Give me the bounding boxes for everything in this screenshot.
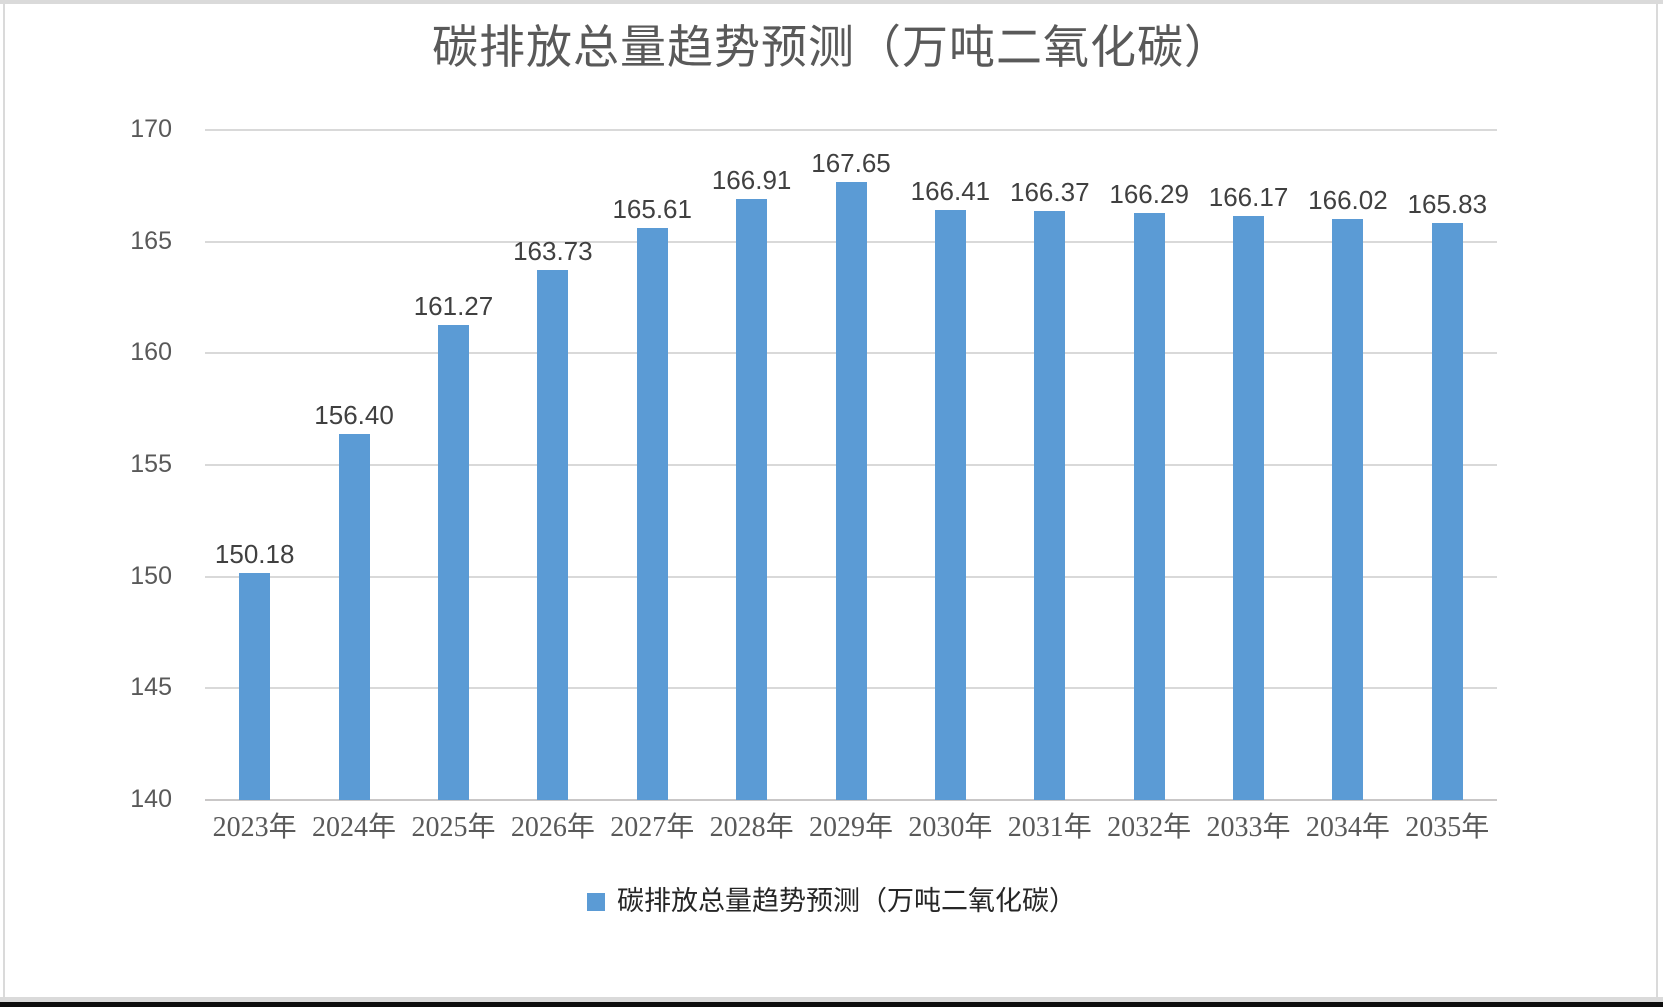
y-axis-tick-label: 165 — [130, 226, 172, 255]
bar — [736, 199, 768, 800]
y-axis-tick-label: 140 — [130, 785, 172, 813]
x-axis-tick-label: 2025年 — [411, 812, 496, 843]
data-label: 163.73 — [513, 236, 593, 267]
bar — [934, 210, 966, 800]
legend-label: 碳排放总量趋势预测（万吨二氧化碳） — [617, 886, 1076, 916]
data-label: 166.02 — [1308, 184, 1388, 215]
x-axis-tick-label: 2023年 — [212, 812, 297, 843]
data-label: 166.41 — [910, 176, 991, 207]
bar — [537, 270, 569, 800]
bar — [1034, 211, 1066, 800]
bar — [835, 182, 867, 800]
x-axis-tick-label: 2024年 — [312, 812, 397, 843]
bar — [1233, 215, 1265, 800]
chart-title: 碳排放总量趋势预测（万吨二氧化碳） — [432, 22, 1231, 73]
bar — [636, 228, 668, 800]
data-label: 161.27 — [413, 290, 494, 321]
x-axis-tick-label: 2032年 — [1107, 812, 1192, 843]
gridline — [205, 129, 1497, 131]
x-axis-tick-label: 2034年 — [1305, 812, 1390, 843]
legend-marker-icon — [587, 892, 605, 911]
bar — [1133, 212, 1165, 800]
data-label: 165.83 — [1407, 189, 1488, 220]
data-label: 165.61 — [612, 194, 692, 225]
x-axis-tick-label: 2029年 — [808, 812, 894, 843]
y-axis-tick-label: 150 — [130, 561, 172, 590]
data-label: 166.17 — [1208, 181, 1289, 212]
plot-area: 140 145 150 155 160 165 170 150.18 2023年 156.40 20… — [130, 117, 1497, 843]
data-label: 167.65 — [811, 148, 891, 179]
data-label: 150.18 — [214, 538, 295, 569]
y-axis-tick-label: 155 — [130, 450, 172, 478]
x-axis-line — [205, 799, 1497, 801]
legend: 碳排放总量趋势预测（万吨二氧化碳） — [0, 888, 1663, 915]
y-axis-tick-label: 170 — [130, 115, 172, 143]
y-axis-tick-label: 145 — [130, 673, 172, 702]
x-axis-tick-label: 2030年 — [908, 812, 993, 843]
bar — [239, 572, 271, 800]
bar — [437, 324, 469, 800]
data-label: 156.40 — [314, 399, 394, 430]
x-axis-tick-label: 2028年 — [709, 812, 794, 843]
x-axis-tick-label: 2033年 — [1206, 812, 1291, 843]
frame-top-border — [0, 0, 1663, 4]
bar — [1332, 218, 1364, 800]
frame-right-border — [1656, 4, 1658, 997]
data-label: 166.91 — [711, 165, 792, 196]
data-label: 166.29 — [1109, 178, 1189, 209]
bar — [1431, 223, 1463, 800]
x-axis-tick-label: 2035年 — [1405, 812, 1490, 843]
bar — [338, 433, 370, 800]
x-axis-tick-label: 2031年 — [1007, 812, 1092, 843]
frame-bottom-border — [0, 997, 1663, 1002]
y-axis-tick-label: 160 — [130, 338, 172, 367]
frame-left-border — [3, 4, 5, 997]
data-label: 166.37 — [1010, 177, 1090, 208]
page-bottom-edge — [0, 1002, 1663, 1007]
x-axis-tick-label: 2027年 — [610, 812, 695, 843]
x-axis-tick-label: 2026年 — [510, 812, 595, 843]
